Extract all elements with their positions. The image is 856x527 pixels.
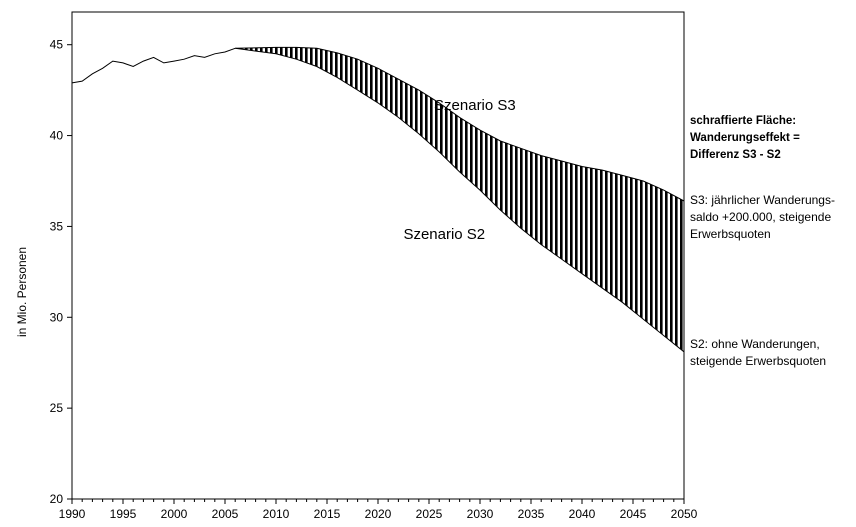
- x-tick-label: 2035: [518, 507, 545, 521]
- x-tick-label: 2020: [365, 507, 392, 521]
- x-tick-label: 2010: [263, 507, 290, 521]
- y-tick-label: 45: [50, 38, 64, 52]
- x-tick-label: 2005: [212, 507, 239, 521]
- scenario-annotation: Szenario S3: [434, 97, 516, 114]
- series-line-history: [71, 47, 236, 84]
- s3-description: S3: jährlicher Wanderungs- saldo +200.00…: [690, 193, 835, 241]
- y-axis-label: in Mio. Personen: [15, 247, 29, 337]
- hatched-area-note: schraffierte Fläche: Wanderungseffekt = …: [690, 115, 800, 161]
- x-tick-label: 1995: [110, 507, 137, 521]
- x-tick-label: 2045: [620, 507, 647, 521]
- x-tick-label: 2025: [416, 507, 443, 521]
- x-tick-label: 2040: [569, 507, 596, 521]
- s2-description: S2: ohne Wanderungen, steigende Erwerbsq…: [690, 337, 827, 368]
- y-tick-label: 20: [50, 492, 64, 506]
- x-tick-label: 2000: [161, 507, 188, 521]
- series-line-s2: [235, 47, 685, 353]
- hatched-area-migration-effect: [235, 47, 684, 352]
- x-tick-label: 2030: [467, 507, 494, 521]
- y-tick-label: 30: [50, 310, 64, 324]
- series-line-s3: [235, 46, 685, 202]
- y-tick-label: 40: [50, 129, 64, 143]
- y-tick-label: 25: [50, 401, 64, 415]
- scenario-annotation: Szenario S2: [403, 226, 485, 243]
- x-tick-label: 2015: [314, 507, 341, 521]
- y-tick-label: 35: [50, 219, 64, 233]
- x-tick-label: 2050: [671, 507, 698, 521]
- x-tick-label: 1990: [59, 507, 86, 521]
